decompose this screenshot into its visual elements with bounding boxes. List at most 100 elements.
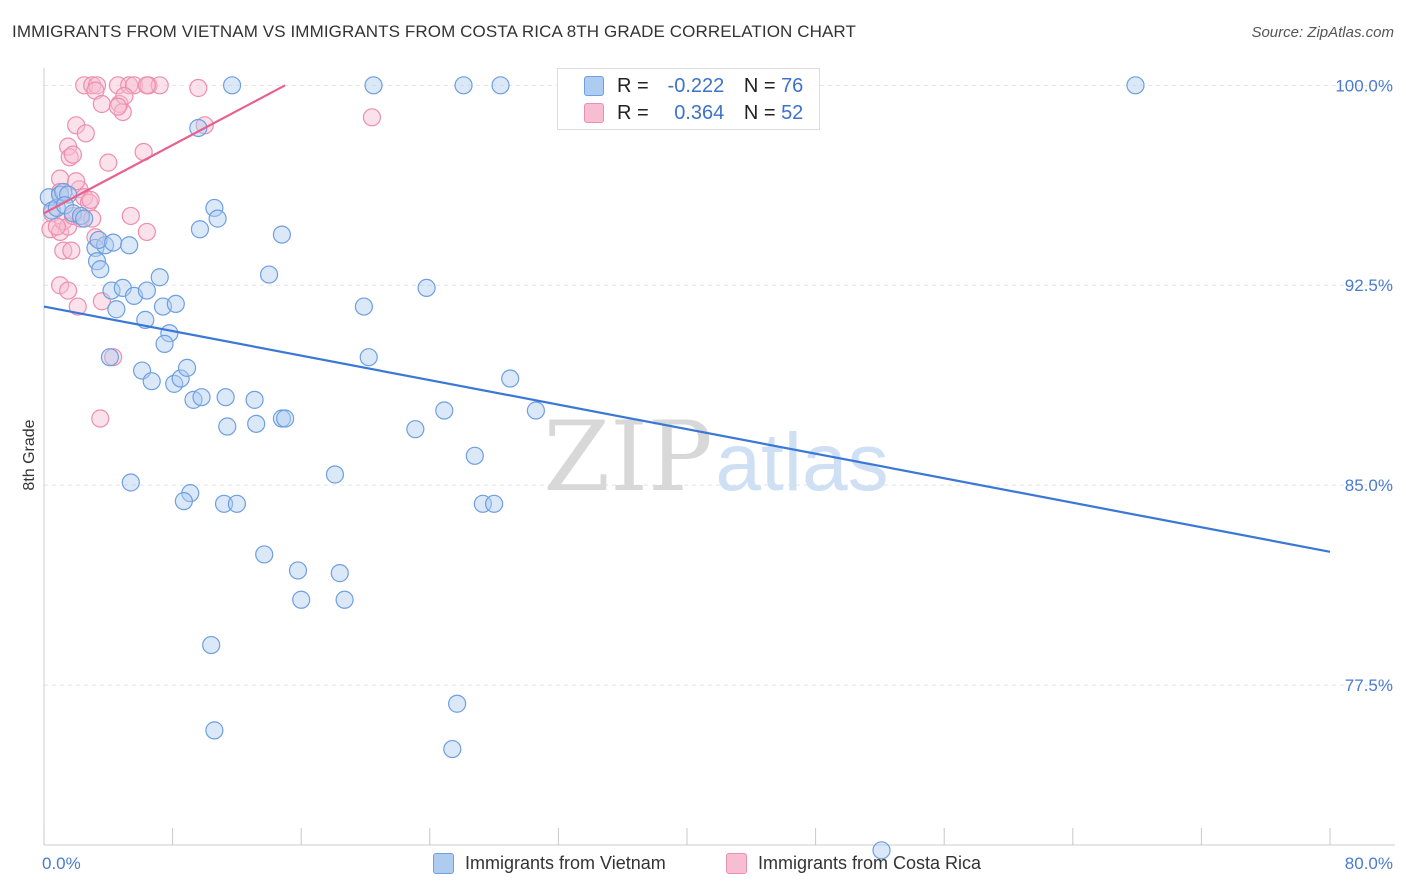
costa-rica-legend-swatch [726,853,747,874]
vietnam-point-27 [155,334,174,353]
costa-rica-trend-line [43,84,286,215]
vietnam-point-47 [325,465,345,484]
stats-legend: R = -0.222 N = 76 R = 0.364 N = 52 [557,68,820,130]
costa-rica-point-43 [62,241,81,260]
vietnam-point-78 [872,841,891,860]
grid-lines [44,84,1395,686]
vietnam-point-36 [216,388,235,407]
vietnam-point-13 [104,233,123,252]
vietnam-point-17 [102,281,121,300]
costa-rica-n-value: 52 [781,102,804,124]
vietnam-point-15 [91,260,110,279]
vietnam-point-37 [218,417,237,436]
vietnam-n-label: N = [743,75,776,97]
vietnam-point-23 [166,294,185,313]
costa-rica-point-39 [137,222,156,242]
vietnam-point-42 [121,473,140,492]
chart-title: IMMIGRANTS FROM VIETNAM VS IMMIGRANTS FR… [12,22,856,41]
vietnam-point-12 [89,230,108,250]
costa-rica-point-21 [60,148,79,167]
costa-rica-point-10 [137,76,156,95]
vietnam-point-71 [443,739,462,759]
vietnam-point-9 [75,209,94,228]
costa-rica-point-40 [47,217,66,236]
costa-rica-point-46 [68,297,87,316]
vietnam-point-39 [247,414,266,433]
vietnam-point-16 [120,236,139,255]
costa-rica-r-label: R = [617,102,649,124]
vietnam-point-63 [406,420,425,439]
y-tick-label-3: 100.0% [1335,76,1393,95]
vietnam-r-value: -0.222 [667,75,725,97]
vietnam-point-60 [354,297,373,316]
y-tick-label-2: 92.5% [1345,276,1393,295]
vietnam-point-48 [255,545,274,564]
costa-rica-point-24 [99,153,118,172]
vietnam-point-62 [417,278,436,298]
vietnam-legend-swatch [433,853,454,874]
costa-rica-point-1 [83,76,102,95]
vietnam-point-55 [205,198,224,218]
costa-rica-point-45 [59,281,78,300]
vietnam-point-73 [222,76,242,95]
y-tick-label-0: 77.5% [1345,676,1393,695]
costa-rica-point-38 [121,206,140,226]
tick-labels: 77.5% 85.0% 92.5% 100.0% 0.0% 80.0% [42,76,1393,873]
trend-lines [43,84,1331,553]
costa-rica-point-8 [150,76,169,95]
vietnam-point-21 [150,268,169,287]
source-label: Source: ZipAtlas.com [1251,24,1394,41]
vietnam-point-53 [202,635,221,655]
vietnam-point-65 [465,446,484,465]
x-tick-label-1: 80.0% [1345,854,1393,873]
costa-rica-point-11 [92,94,111,114]
vietnam-point-67 [526,401,545,420]
costa-rica-point-19 [76,124,95,143]
vietnam-point-77 [1126,76,1145,95]
y-tick-label-1: 85.0% [1345,476,1393,495]
vietnam-point-49 [288,561,308,580]
costa-rica-swatch [584,103,604,123]
costa-rica-point-49 [91,409,110,428]
vietnam-point-56 [208,209,227,228]
costa-rica-point-15 [108,97,128,116]
vietnam-point-28 [100,348,120,367]
vietnam-point-66 [501,369,520,388]
vietnam-point-64 [435,401,454,420]
watermark-zip: ZIP [543,401,712,513]
y-axis-label: 8th Grade [21,419,38,490]
vietnam-point-51 [330,564,349,583]
vietnam-point-46 [227,494,246,513]
vietnam-point-69 [485,494,504,513]
vietnam-point-32 [171,369,190,388]
vietnam-point-58 [272,225,292,244]
vietnam-point-50 [292,590,311,609]
vietnam-point-52 [335,590,354,609]
vietnam-point-44 [174,492,193,511]
vietnam-point-59 [259,265,279,284]
costa-rica-n-label: N = [743,102,776,124]
vietnam-point-61 [359,348,378,367]
vietnam-swatch [584,76,604,96]
vietnam-point-4 [54,182,73,202]
vietnam-point-75 [454,76,473,95]
costa-rica-point-13 [113,102,132,122]
vietnam-point-72 [448,694,467,713]
vietnam-point-24 [107,300,126,319]
vietnam-point-41 [276,409,295,428]
costa-rica-point-5 [120,76,139,95]
vietnam-point-70 [205,721,224,740]
costa-rica-point-9 [189,78,208,98]
costa-rica-point-29 [81,190,100,210]
x-tick-label-0: 0.0% [42,854,81,873]
vietnam-point-33 [177,358,197,377]
vietnam-point-8 [71,206,91,226]
vietnam-trend-line [43,305,1331,553]
vietnam-r-label: R = [617,75,649,97]
series-vietnam-points [39,76,1145,860]
costa-rica-point-51 [67,172,86,191]
vietnam-point-20 [137,281,156,300]
vietnam-point-38 [245,390,264,409]
axes [43,68,1395,846]
